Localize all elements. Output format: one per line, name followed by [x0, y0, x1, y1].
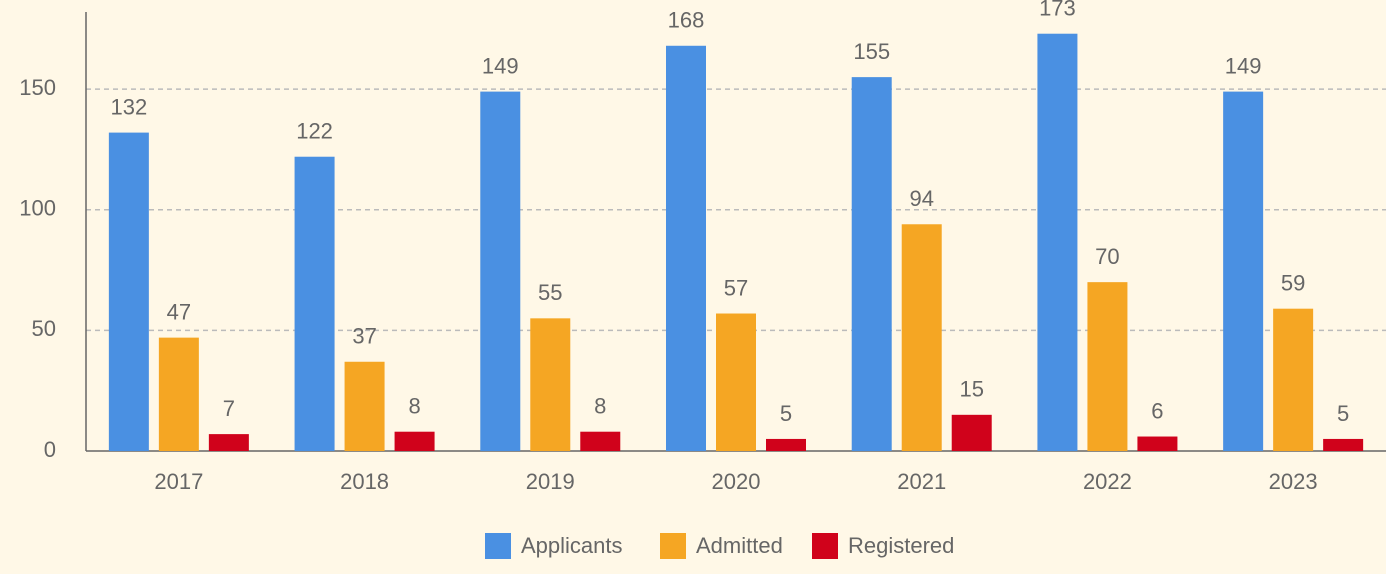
bar: [951, 414, 992, 451]
data-label: 8: [408, 394, 420, 419]
bar: [530, 318, 571, 451]
data-label: 94: [909, 186, 933, 211]
bar: [666, 45, 706, 452]
legend-label: Applicants: [521, 533, 623, 558]
bar: [158, 337, 199, 451]
data-label: 70: [1095, 244, 1119, 269]
y-tick-label: 100: [19, 196, 56, 221]
bar: [901, 224, 942, 451]
data-label: 37: [352, 324, 376, 349]
data-label: 149: [1225, 53, 1262, 78]
x-tick-label: 2021: [897, 469, 946, 494]
bar: [851, 77, 892, 451]
x-tick-label: 2022: [1083, 469, 1132, 494]
data-label: 149: [482, 53, 519, 78]
x-tick-label: 2017: [154, 469, 203, 494]
bar: [1223, 91, 1264, 451]
data-label: 59: [1281, 270, 1305, 295]
bar: [394, 431, 435, 451]
data-label: 168: [668, 8, 705, 33]
x-tick-label: 2020: [712, 469, 761, 494]
legend-label: Admitted: [696, 533, 783, 558]
legend-swatch: [485, 533, 511, 559]
y-tick-label: 150: [19, 75, 56, 100]
data-label: 173: [1039, 0, 1076, 21]
bar: [1087, 282, 1128, 451]
data-label: 15: [959, 377, 983, 402]
data-label: 55: [538, 280, 562, 305]
bar: [208, 434, 249, 451]
bar: [480, 91, 521, 451]
bar: [1273, 308, 1314, 451]
bar: [344, 361, 385, 451]
data-label: 6: [1151, 398, 1163, 423]
y-tick-label: 50: [32, 316, 56, 341]
bar: [294, 156, 335, 451]
bar: [766, 438, 806, 451]
x-tick-label: 2023: [1269, 469, 1318, 494]
data-label: 132: [110, 94, 147, 119]
data-label: 5: [780, 401, 792, 426]
bar: [1323, 438, 1364, 451]
legend-label: Registered: [848, 533, 954, 558]
data-label: 8: [594, 394, 606, 419]
x-tick-label: 2018: [340, 469, 389, 494]
data-label: 57: [724, 275, 748, 300]
y-tick-label: 0: [44, 437, 56, 462]
bar: [580, 431, 621, 451]
legend-swatch: [812, 533, 838, 559]
bar: [108, 132, 149, 451]
data-label: 5: [1337, 401, 1349, 426]
data-label: 7: [223, 396, 235, 421]
bar: [716, 313, 756, 451]
data-label: 47: [167, 299, 191, 324]
data-label: 122: [296, 119, 333, 144]
legend-swatch: [660, 533, 686, 559]
bar: [1037, 33, 1078, 451]
x-tick-label: 2019: [526, 469, 575, 494]
bar: [1137, 436, 1178, 451]
data-label: 155: [853, 39, 890, 64]
